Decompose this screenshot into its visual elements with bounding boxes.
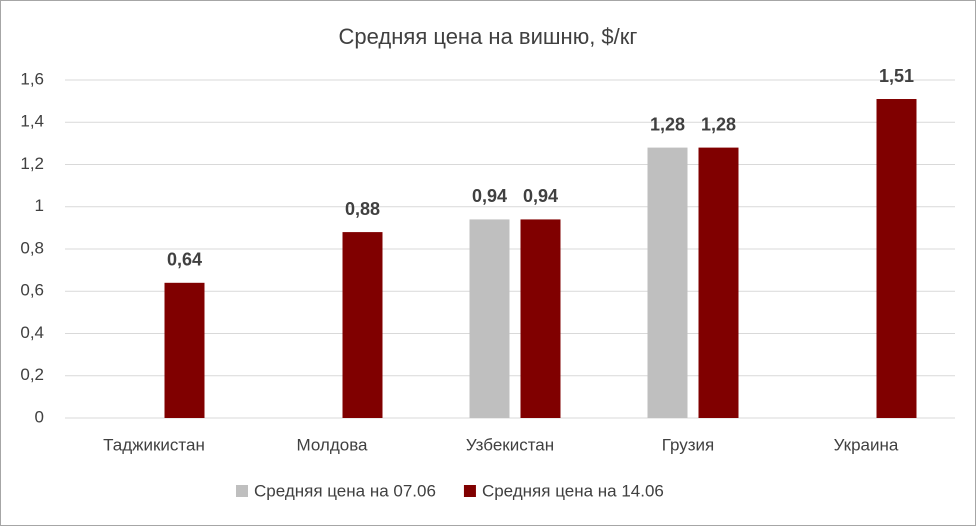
y-tick-label: 0,4 bbox=[20, 323, 44, 342]
x-tick-label: Грузия bbox=[662, 435, 715, 454]
bar bbox=[647, 147, 688, 418]
x-tick-label: Украина bbox=[834, 435, 899, 454]
value-label: 1,28 bbox=[650, 114, 685, 134]
legend-label: Средняя цена на 14.06 bbox=[482, 481, 664, 500]
x-tick-label: Узбекистан bbox=[466, 435, 554, 454]
bar bbox=[164, 282, 205, 418]
chart-title: Средняя цена на вишню, $/кг bbox=[339, 24, 638, 49]
value-label: 1,28 bbox=[701, 114, 736, 134]
y-tick-label: 0,8 bbox=[20, 238, 44, 257]
x-tick-label: Таджикистан bbox=[103, 435, 205, 454]
bar bbox=[698, 147, 739, 418]
value-label: 0,94 bbox=[472, 186, 507, 206]
y-tick-label: 1,2 bbox=[20, 154, 44, 173]
legend-swatch bbox=[236, 485, 248, 497]
bar bbox=[520, 219, 561, 418]
y-tick-label: 0 bbox=[35, 407, 44, 426]
value-label: 0,64 bbox=[167, 250, 202, 270]
value-label: 0,94 bbox=[523, 186, 558, 206]
bar bbox=[342, 232, 383, 418]
y-tick-label: 1,6 bbox=[20, 69, 44, 88]
bar bbox=[876, 99, 917, 418]
value-label: 1,51 bbox=[879, 66, 914, 86]
x-tick-label: Молдова bbox=[296, 435, 368, 454]
y-tick-label: 1,4 bbox=[20, 112, 44, 131]
legend-label: Средняя цена на 07.06 bbox=[254, 481, 436, 500]
value-label: 0,88 bbox=[345, 199, 380, 219]
y-tick-label: 0,6 bbox=[20, 281, 44, 300]
bar bbox=[469, 219, 510, 418]
y-tick-label: 1 bbox=[35, 196, 44, 215]
y-tick-label: 0,2 bbox=[20, 365, 44, 384]
legend-swatch bbox=[463, 485, 476, 497]
